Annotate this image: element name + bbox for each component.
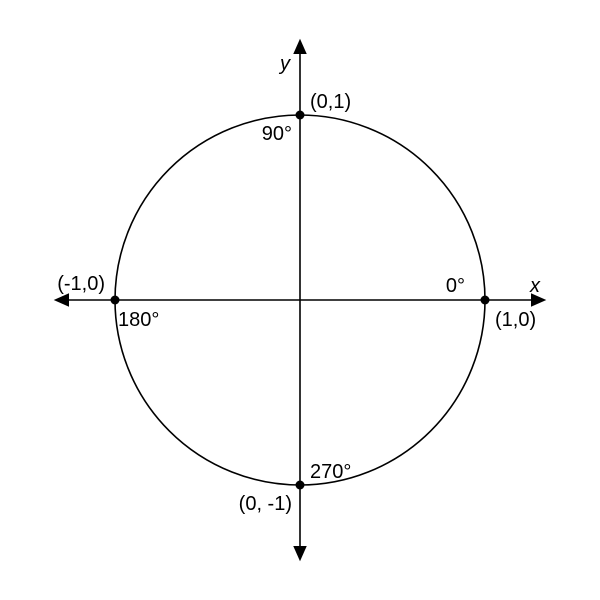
label-deg180: 180° — [118, 309, 159, 331]
point-right — [481, 296, 490, 305]
point-left — [111, 296, 120, 305]
label-deg270: 270° — [310, 461, 351, 483]
label-deg0: 0° — [446, 275, 465, 297]
x-axis-label: x — [529, 275, 541, 297]
label-deg90: 90° — [262, 123, 292, 145]
label-coord01: (0,1) — [310, 91, 351, 113]
unit-circle-diagram: x y 0° (1,0) 90° (0,1) (-1,0) 180° 270° (0, -1) — [0, 0, 600, 600]
point-bottom — [296, 481, 305, 490]
point-top — [296, 111, 305, 120]
y-axis-label: y — [278, 53, 291, 75]
label-coord10: (1,0) — [495, 309, 536, 331]
label-coordm10: (-1,0) — [57, 273, 105, 295]
label-coord0m1: (0, -1) — [239, 493, 292, 515]
